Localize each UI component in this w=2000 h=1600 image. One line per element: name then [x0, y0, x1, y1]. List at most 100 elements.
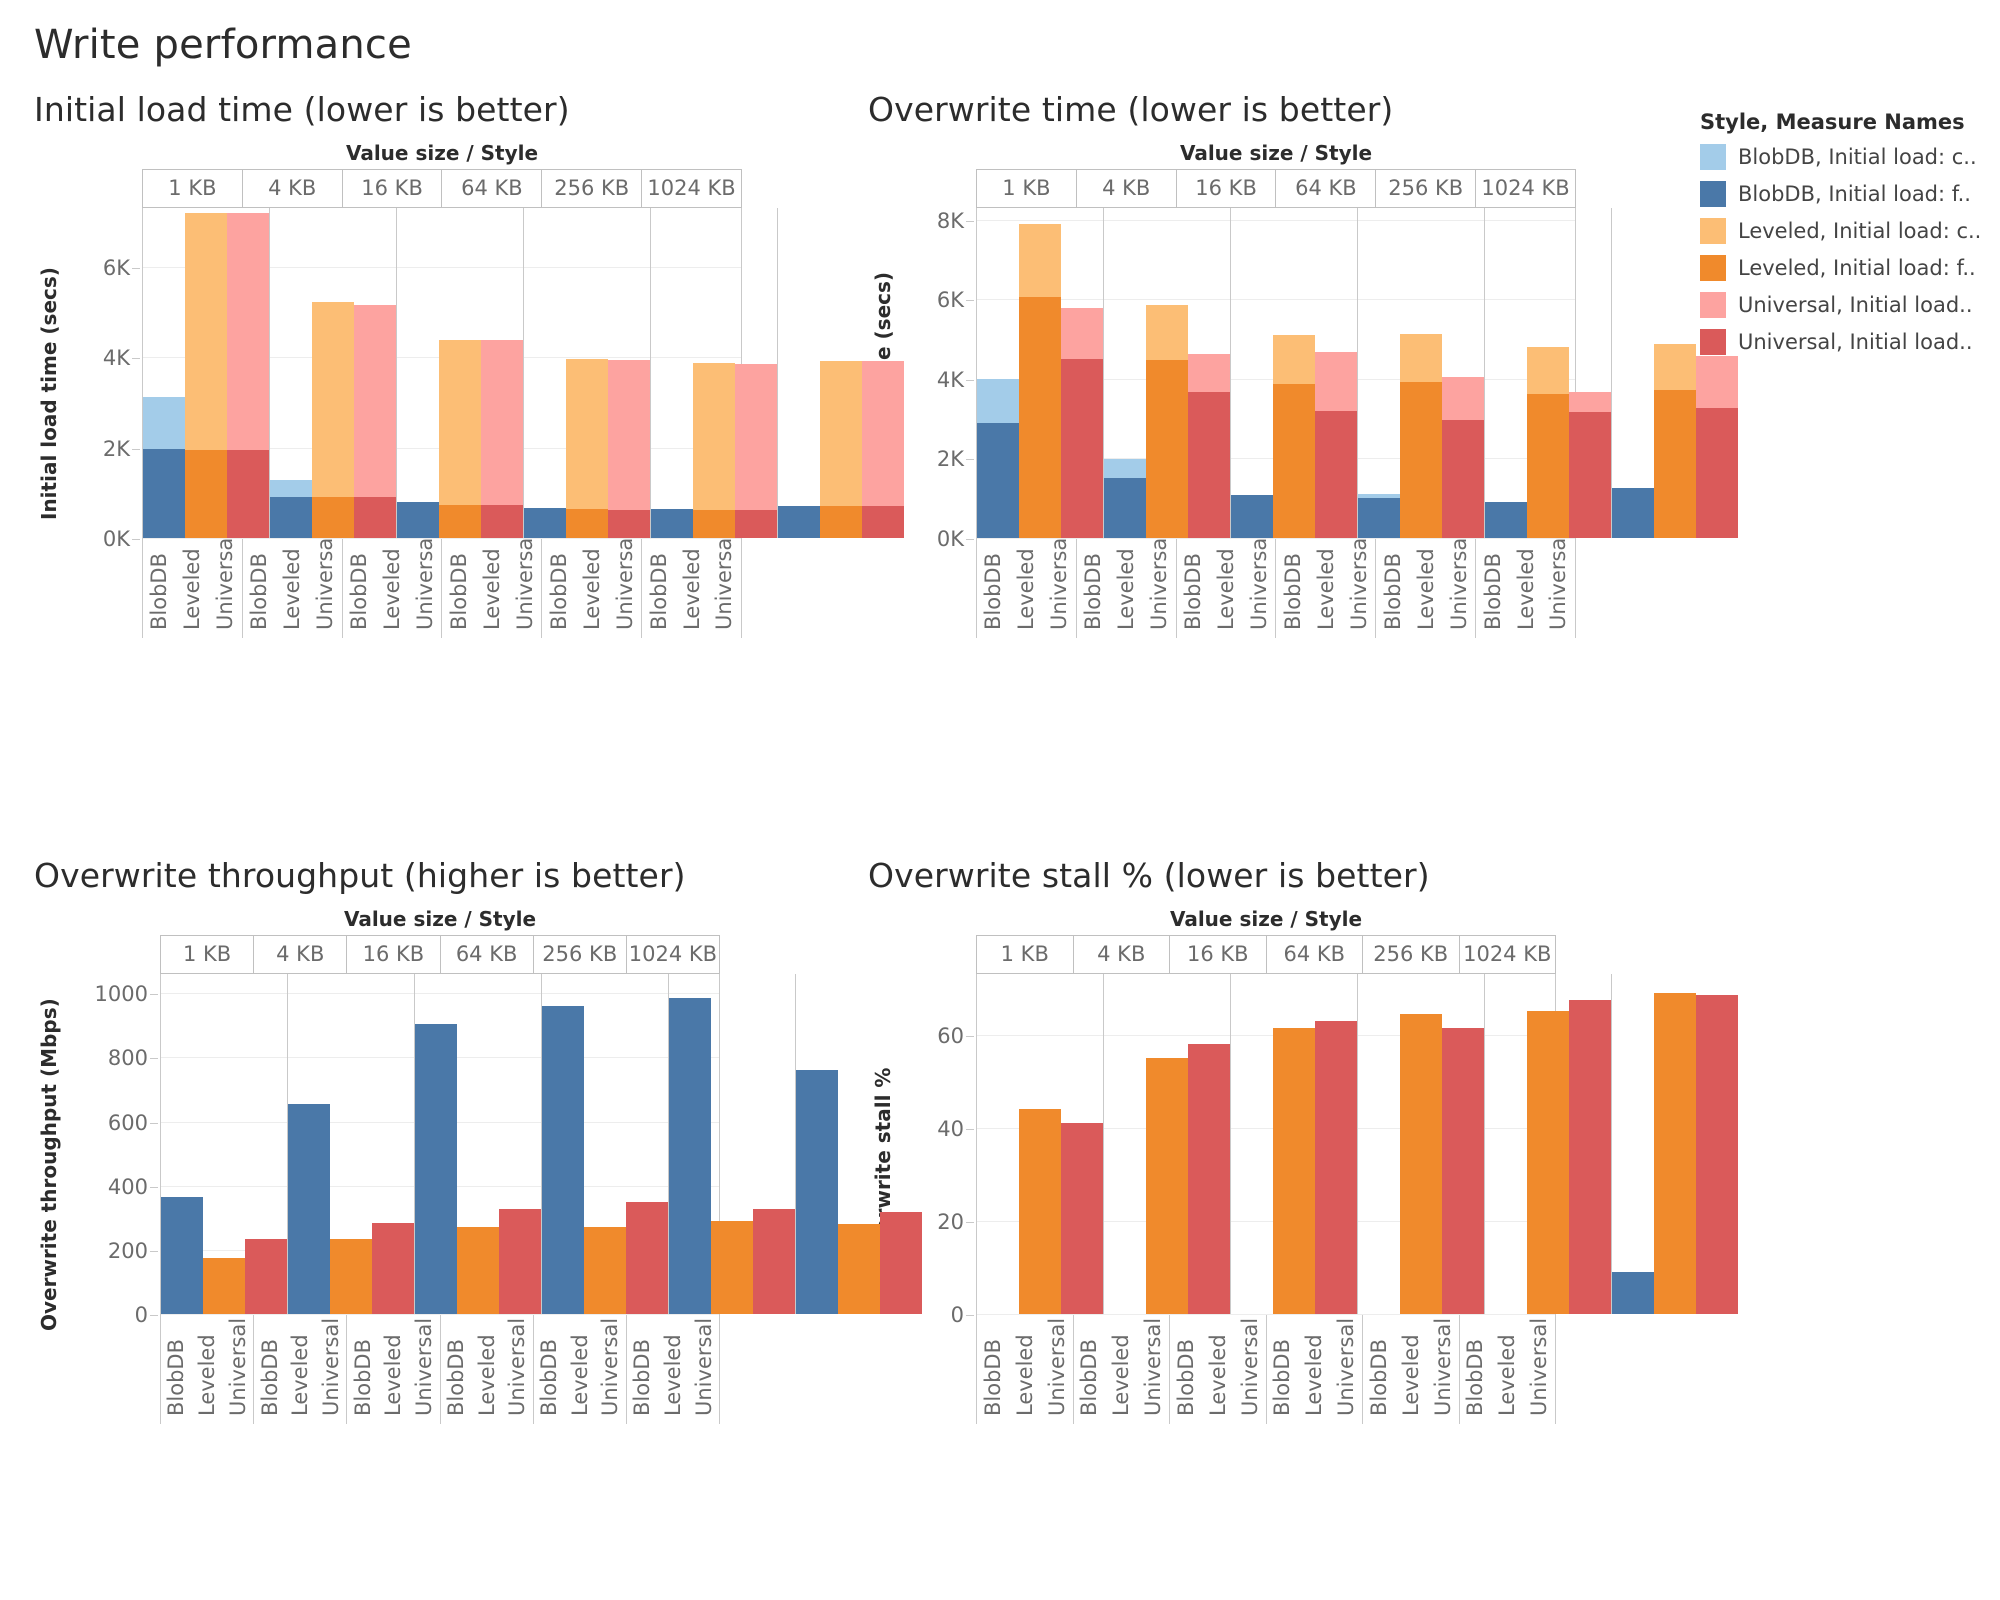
- bar[interactable]: [1527, 1011, 1569, 1314]
- bar[interactable]: [838, 1224, 880, 1314]
- bar[interactable]: [693, 363, 735, 538]
- bar[interactable]: [524, 508, 566, 538]
- bar[interactable]: [820, 361, 862, 538]
- bar[interactable]: [397, 502, 439, 538]
- bar-segment: [1315, 1020, 1357, 1314]
- bar-segment: [372, 1222, 414, 1314]
- bar[interactable]: [330, 1238, 372, 1314]
- bar[interactable]: [735, 363, 777, 538]
- bar[interactable]: [185, 213, 227, 538]
- bar[interactable]: [415, 1023, 457, 1314]
- plot-area: [142, 208, 904, 539]
- bar[interactable]: [1315, 1020, 1357, 1314]
- bar[interactable]: [245, 1238, 287, 1314]
- legend-item-label: Leveled, Initial load: c..: [1738, 219, 1982, 243]
- bar[interactable]: [1273, 335, 1315, 538]
- bar-group: [778, 208, 904, 538]
- bar[interactable]: [143, 397, 185, 538]
- bar-group: [669, 974, 796, 1314]
- bar[interactable]: [669, 998, 711, 1314]
- bar[interactable]: [1061, 1123, 1103, 1314]
- bar[interactable]: [1019, 223, 1061, 538]
- bar[interactable]: [608, 359, 650, 538]
- bar[interactable]: [457, 1226, 499, 1314]
- bar[interactable]: [1188, 1043, 1230, 1314]
- legend-item[interactable]: Universal, Initial load..: [1700, 329, 1990, 355]
- bar[interactable]: [270, 480, 312, 538]
- bar-segment-dark: [1696, 408, 1738, 538]
- bar[interactable]: [1358, 494, 1400, 538]
- bar[interactable]: [1612, 1272, 1654, 1314]
- y-tick-label: 40: [937, 1116, 974, 1141]
- legend-item[interactable]: Leveled, Initial load: c..: [1700, 218, 1990, 244]
- bar[interactable]: [542, 1006, 584, 1314]
- bar[interactable]: [651, 509, 693, 538]
- bar[interactable]: [1019, 1109, 1061, 1314]
- legend-color-swatch: [1700, 292, 1726, 318]
- bar[interactable]: [1400, 333, 1442, 538]
- x-tick-label: Universal: [1247, 531, 1271, 630]
- bar-slot: [397, 208, 439, 538]
- bar-segment-dark: [1569, 411, 1611, 538]
- bar[interactable]: [161, 1196, 203, 1314]
- bar[interactable]: [1527, 346, 1569, 538]
- bar[interactable]: [203, 1257, 245, 1314]
- legend-item[interactable]: BlobDB, Initial load: f..: [1700, 181, 1990, 207]
- bar[interactable]: [1231, 495, 1273, 538]
- bar[interactable]: [288, 1103, 330, 1314]
- bar[interactable]: [711, 1220, 753, 1314]
- bar-segment-light: [1654, 344, 1696, 391]
- bar-segment-dark: [1146, 359, 1188, 538]
- bar-slot: [270, 208, 312, 538]
- bar[interactable]: [481, 340, 523, 538]
- bar[interactable]: [1146, 305, 1188, 538]
- bar[interactable]: [372, 1222, 414, 1314]
- bar[interactable]: [753, 1208, 795, 1314]
- bar-segment-dark: [1400, 382, 1442, 538]
- bar[interactable]: [354, 305, 396, 538]
- bar[interactable]: [796, 1070, 838, 1314]
- bar[interactable]: [312, 302, 354, 538]
- bar[interactable]: [566, 359, 608, 538]
- bar[interactable]: [1654, 992, 1696, 1314]
- bar[interactable]: [1612, 488, 1654, 538]
- bar[interactable]: [1400, 1013, 1442, 1314]
- bar[interactable]: [778, 505, 820, 538]
- bar[interactable]: [439, 340, 481, 538]
- y-tick-label: 6K: [936, 288, 975, 313]
- bar-segment-dark: [608, 509, 650, 538]
- bar[interactable]: [499, 1208, 541, 1314]
- bar[interactable]: [1696, 994, 1738, 1314]
- bar[interactable]: [1569, 392, 1611, 538]
- x-tick-label: Universal: [313, 531, 338, 630]
- bar-slot: [1358, 208, 1400, 538]
- bar[interactable]: [1273, 1027, 1315, 1314]
- bar-slot: [1485, 974, 1527, 1314]
- bar[interactable]: [1061, 307, 1103, 538]
- legend-item[interactable]: Universal, Initial load..: [1700, 292, 1990, 318]
- bar-slot: [977, 974, 1019, 1314]
- bar[interactable]: [1315, 352, 1357, 538]
- bar[interactable]: [626, 1201, 668, 1314]
- bar[interactable]: [227, 213, 269, 538]
- bar[interactable]: [1485, 502, 1527, 538]
- bar[interactable]: [1442, 1027, 1484, 1314]
- x-tick-label: Universal: [598, 1317, 623, 1416]
- x-tick-label: Leveled: [195, 1334, 220, 1416]
- bar[interactable]: [584, 1226, 626, 1314]
- bar[interactable]: [977, 378, 1019, 538]
- bar[interactable]: [880, 1212, 922, 1314]
- legend-item[interactable]: Leveled, Initial load: f..: [1700, 255, 1990, 281]
- bar[interactable]: [1654, 344, 1696, 538]
- bar-slot: [1654, 208, 1696, 538]
- bar[interactable]: [1569, 999, 1611, 1314]
- bar[interactable]: [862, 361, 904, 538]
- bar[interactable]: [1104, 458, 1146, 538]
- legend-color-swatch: [1700, 181, 1726, 207]
- bar-segment-light: [1696, 355, 1738, 408]
- bar[interactable]: [1696, 355, 1738, 538]
- bar[interactable]: [1146, 1057, 1188, 1314]
- legend-item[interactable]: BlobDB, Initial load: c..: [1700, 144, 1990, 170]
- bar[interactable]: [1188, 354, 1230, 538]
- bar[interactable]: [1442, 377, 1484, 538]
